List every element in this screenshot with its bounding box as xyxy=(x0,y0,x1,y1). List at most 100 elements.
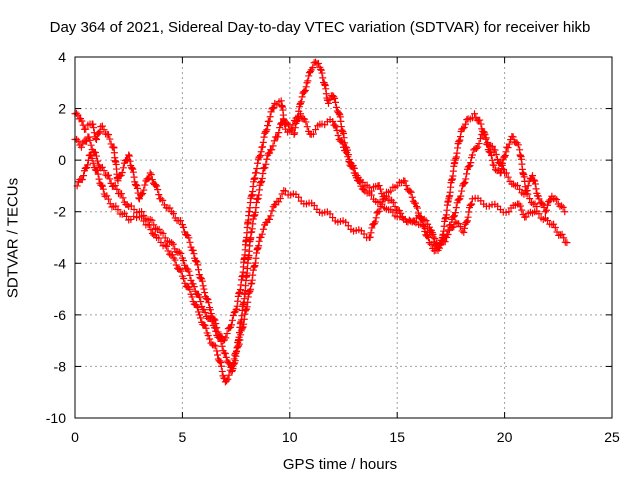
data-point xyxy=(474,143,482,151)
data-point xyxy=(147,171,155,179)
data-point xyxy=(83,137,91,145)
data-point xyxy=(99,185,107,193)
data-point xyxy=(356,178,364,186)
data-point xyxy=(501,151,509,159)
data-point xyxy=(375,207,383,215)
data-point xyxy=(201,289,209,297)
data-point xyxy=(334,132,342,140)
data-point xyxy=(561,208,569,216)
data-point xyxy=(349,164,357,172)
data-point xyxy=(197,314,205,322)
data-point xyxy=(266,113,274,121)
data-point xyxy=(275,129,283,137)
data-point xyxy=(451,209,459,217)
data-point xyxy=(428,229,436,237)
data-point xyxy=(326,210,334,218)
data-point xyxy=(196,273,204,281)
data-point xyxy=(80,172,88,180)
data-point xyxy=(502,148,510,156)
data-point xyxy=(411,199,419,207)
data-point xyxy=(263,155,271,163)
data-point xyxy=(450,213,458,221)
data-point xyxy=(257,148,265,156)
data-point xyxy=(269,142,277,150)
data-point xyxy=(310,202,318,210)
data-point xyxy=(78,176,86,184)
data-point xyxy=(118,169,126,177)
data-point xyxy=(331,94,339,102)
data-point xyxy=(366,233,374,241)
data-point xyxy=(424,234,432,242)
data-point xyxy=(98,163,106,171)
data-point xyxy=(82,125,90,133)
data-point xyxy=(523,186,531,194)
data-point xyxy=(531,177,539,185)
data-point xyxy=(375,182,383,190)
data-point xyxy=(425,239,433,247)
data-point xyxy=(289,121,297,129)
data-point xyxy=(206,306,214,314)
data-point xyxy=(550,220,558,228)
data-point xyxy=(504,173,512,181)
data-point xyxy=(458,187,466,195)
data-point xyxy=(200,285,208,293)
data-point xyxy=(95,129,103,137)
data-point xyxy=(387,187,395,195)
data-point xyxy=(275,198,283,206)
data-point xyxy=(186,271,194,279)
data-point xyxy=(563,239,571,247)
data-point xyxy=(443,234,451,241)
data-point xyxy=(129,168,137,176)
y-axis-label: SDTVAR / TECUs xyxy=(4,177,22,299)
data-point xyxy=(560,234,568,242)
data-point xyxy=(166,204,174,212)
data-point xyxy=(129,165,137,173)
data-point xyxy=(514,141,522,149)
data-point xyxy=(283,119,291,127)
data-point xyxy=(193,303,201,311)
data-point xyxy=(87,141,95,149)
y-tick-label: -10 xyxy=(46,410,66,426)
data-point xyxy=(207,310,215,318)
data-point xyxy=(435,244,443,252)
data-point xyxy=(493,155,501,163)
data-point xyxy=(77,143,85,151)
data-point xyxy=(262,127,270,135)
data-point xyxy=(359,178,367,186)
data-point xyxy=(371,218,379,226)
data-point xyxy=(237,327,245,335)
data-point xyxy=(123,212,131,220)
data-point xyxy=(504,144,512,152)
data-point xyxy=(482,134,490,142)
data-point xyxy=(92,135,100,143)
data-point xyxy=(145,221,153,229)
data-point xyxy=(256,151,264,159)
data-point xyxy=(196,311,204,319)
data-point xyxy=(92,136,100,144)
data-point xyxy=(368,224,376,232)
data-point xyxy=(287,125,295,133)
data-point xyxy=(367,229,375,237)
data-point xyxy=(211,316,219,324)
data-point xyxy=(319,74,327,82)
data-point xyxy=(112,202,120,210)
data-point xyxy=(268,207,276,215)
data-point xyxy=(211,342,219,350)
data-point xyxy=(100,126,108,134)
data-point xyxy=(485,142,493,150)
data-point xyxy=(180,275,188,283)
data-point xyxy=(214,351,222,359)
data-point xyxy=(177,249,185,257)
data-point xyxy=(235,340,243,348)
data-point xyxy=(177,267,185,275)
x-tick-label: 10 xyxy=(282,429,298,445)
data-point xyxy=(486,148,494,156)
data-point xyxy=(259,225,267,233)
data-point xyxy=(258,230,266,238)
data-point xyxy=(231,357,239,365)
data-point xyxy=(413,203,421,211)
data-point xyxy=(499,165,507,173)
data-point xyxy=(466,162,474,170)
data-point xyxy=(338,138,346,146)
data-point xyxy=(305,72,313,80)
